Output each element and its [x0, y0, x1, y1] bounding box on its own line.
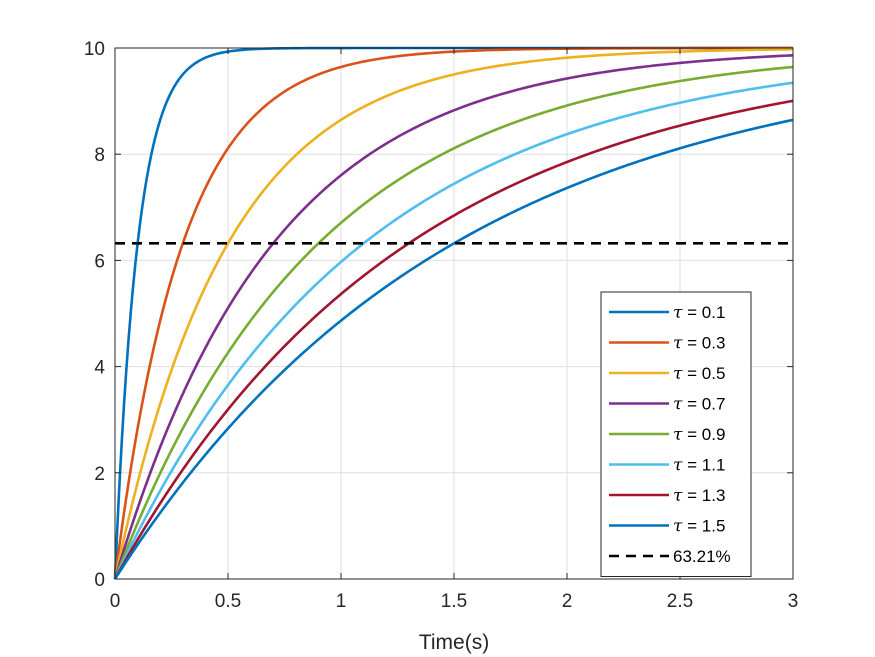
series-line-6 — [113, 99, 794, 580]
x-tick-label: 0 — [110, 591, 121, 612]
y-tick-label: 8 — [94, 145, 105, 166]
x-tick-label: 2 — [562, 591, 573, 612]
y-tick-label: 6 — [94, 251, 105, 272]
x-tick-label: 3 — [788, 591, 799, 612]
series-line-7 — [113, 118, 794, 580]
series-line-3 — [113, 54, 794, 580]
legend-entry: τ = 0.5 — [673, 364, 725, 384]
y-tick-label: 0 — [94, 570, 105, 591]
legend-entry: τ = 0.3 — [673, 334, 725, 354]
legend-entry: τ = 1.5 — [673, 517, 725, 537]
x-tick-label: 2.5 — [667, 591, 693, 612]
legend-entry: τ = 1.1 — [673, 456, 725, 476]
x-tick-label: 0.5 — [215, 591, 241, 612]
legend-entry: τ = 0.7 — [673, 395, 725, 415]
legend-entry: τ = 0.1 — [673, 303, 725, 323]
legend-entry: τ = 0.9 — [673, 425, 725, 445]
x-axis-label: Time(s) — [419, 631, 489, 654]
series-line-4 — [113, 65, 794, 580]
legend-entry: 63.21% — [673, 547, 731, 566]
y-tick-label: 4 — [94, 358, 105, 379]
y-tick-label: 10 — [84, 39, 105, 60]
x-tick-label: 1 — [336, 591, 347, 612]
legend: τ = 0.1 τ = 0.3 τ = 0.5 τ = 0.7 τ = 0.9 τ = 1… — [600, 291, 752, 577]
legend-entry: τ = 1.3 — [673, 486, 725, 506]
ticks: 0 0.5 1 1.5 2 2.5 3 0 2 4 6 8 10 — [84, 39, 798, 612]
x-tick-label: 1.5 — [441, 591, 467, 612]
series-line-5 — [113, 81, 794, 580]
y-tick-label: 2 — [94, 464, 105, 485]
